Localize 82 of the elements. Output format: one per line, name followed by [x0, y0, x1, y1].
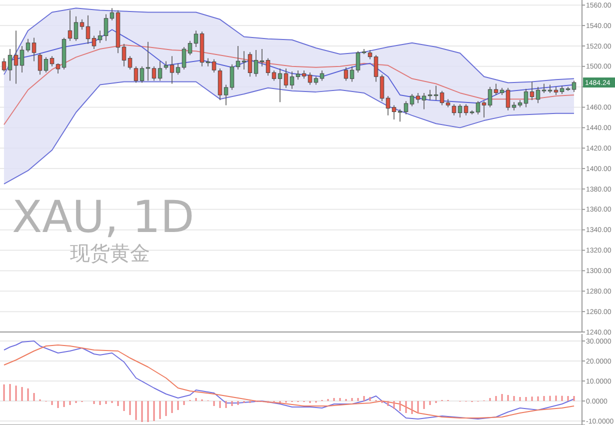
candlestick — [206, 58, 210, 67]
candlestick — [386, 96, 390, 116]
candlestick — [380, 74, 384, 102]
candlestick — [296, 70, 300, 80]
candlestick — [32, 37, 36, 62]
candlestick — [572, 80, 576, 92]
candlestick — [194, 30, 198, 48]
candlestick — [452, 104, 456, 116]
line-series — [4, 81, 575, 184]
candlestick — [410, 94, 414, 107]
candlestick — [278, 68, 282, 103]
candlestick — [224, 84, 228, 106]
candlestick — [356, 50, 360, 73]
candlestick — [44, 56, 48, 73]
candlestick — [476, 100, 480, 115]
candlestick — [464, 104, 468, 116]
candlestick — [140, 66, 144, 84]
candlestick — [404, 100, 408, 115]
candlestick — [128, 56, 132, 70]
candlestick — [2, 58, 6, 72]
candlestick — [494, 83, 498, 96]
candlestick — [320, 70, 324, 82]
candlestick — [482, 100, 486, 118]
candlestick — [134, 66, 138, 84]
candlestick — [392, 104, 396, 120]
candlestick — [350, 66, 354, 82]
candlestick — [254, 50, 258, 78]
candlestick — [530, 81, 534, 101]
candlestick — [422, 92, 426, 110]
candlestick — [104, 14, 108, 42]
candlestick — [38, 52, 42, 75]
candlestick — [266, 58, 270, 76]
candlestick — [170, 56, 174, 84]
candlestick — [248, 52, 252, 78]
candlestick — [86, 14, 90, 44]
candlestick — [344, 67, 348, 82]
candlestick — [212, 58, 216, 73]
candlestick — [146, 41, 150, 82]
candlestick — [506, 87, 510, 111]
candlestick — [26, 38, 30, 52]
candlestick — [56, 62, 60, 74]
candlestick — [50, 56, 54, 67]
candlestick — [158, 60, 162, 82]
candlestick — [542, 83, 546, 94]
candlestick — [14, 30, 18, 84]
candlestick — [536, 86, 540, 104]
line-series — [4, 44, 575, 126]
candlestick — [416, 92, 420, 104]
line-series — [4, 8, 575, 84]
candlestick — [284, 68, 288, 88]
candlestick — [434, 85, 438, 101]
candlestick — [374, 54, 378, 82]
candlestick — [20, 46, 24, 73]
candlestick — [110, 8, 114, 21]
candlestick — [290, 71, 294, 90]
candlestick — [8, 48, 12, 82]
candlestick — [80, 19, 84, 30]
candlestick — [398, 108, 402, 122]
candlestick — [440, 90, 444, 106]
candlestick — [242, 50, 246, 70]
candlestick — [260, 48, 264, 67]
candlestick — [176, 62, 180, 75]
annotation: 现货黄金 — [70, 241, 150, 265]
candlestick — [428, 89, 432, 101]
candlestick — [272, 70, 276, 82]
candlestick — [524, 88, 528, 108]
candlestick — [182, 46, 186, 70]
candlestick — [98, 30, 102, 44]
candlestick — [458, 104, 462, 118]
candlestick — [230, 64, 234, 90]
candlestick — [368, 50, 372, 60]
candlestick — [488, 86, 492, 108]
candlestick — [188, 40, 192, 56]
candlestick — [308, 72, 312, 86]
candlestick — [74, 16, 78, 42]
candlestick — [68, 10, 72, 42]
candlestick — [152, 66, 156, 82]
candlestick — [92, 35, 96, 50]
candlestick — [122, 44, 126, 67]
candlestick — [236, 46, 240, 70]
annotation: XAU, 1D — [12, 192, 194, 243]
candlestick — [548, 84, 552, 94]
